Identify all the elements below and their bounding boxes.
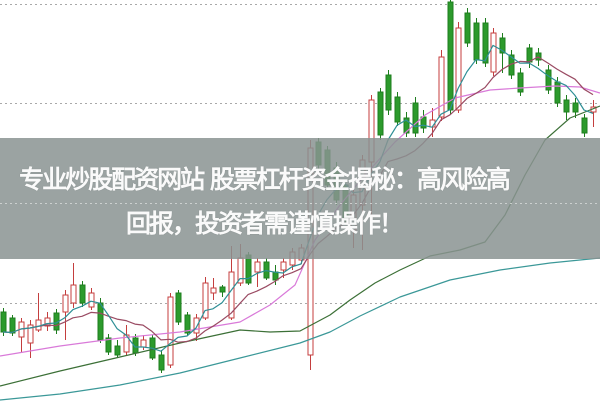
candle-up — [44, 317, 51, 327]
ma10-line — [2, 56, 594, 343]
candle-down — [572, 102, 579, 113]
candle-down — [394, 96, 401, 123]
candle-up — [490, 32, 497, 73]
candle-down — [412, 102, 419, 134]
candle-down — [97, 302, 104, 341]
banner-gridline-overlay — [0, 203, 600, 204]
candle-down — [482, 22, 489, 64]
candle-down — [545, 69, 552, 91]
candle-down — [385, 74, 392, 111]
candle-down — [105, 337, 112, 353]
candle-up — [202, 282, 209, 319]
candle-down — [535, 52, 542, 61]
candle-down — [581, 117, 588, 134]
candle-down — [175, 292, 182, 323]
candle-down — [403, 117, 410, 134]
ma60-line — [0, 257, 600, 401]
candle-up — [140, 339, 147, 348]
candle-up — [167, 296, 174, 366]
candle-up — [193, 317, 200, 334]
candle-up — [228, 271, 235, 319]
candle-down — [263, 261, 270, 279]
candle-down — [9, 317, 16, 334]
candle-up — [438, 56, 445, 118]
candle-up — [254, 261, 261, 273]
headline-text: 专业炒股配资网站 股票杠杆资金揭秘：高风险高 回报，投资者需谨慎操作！ — [0, 138, 528, 259]
candle-down — [377, 91, 384, 136]
candle-down — [473, 22, 480, 61]
candle-down — [554, 81, 561, 104]
candle-down — [0, 311, 7, 333]
candle-down — [79, 284, 86, 304]
headline-line-2: 回报，投资者需谨慎操作！ — [125, 209, 404, 238]
candle-down — [158, 354, 165, 371]
candle-down — [526, 47, 533, 63]
candle-up — [237, 257, 244, 284]
candle-up — [280, 261, 287, 271]
candle-up — [35, 319, 42, 331]
candle-up — [70, 284, 77, 304]
ma5-line — [2, 44, 594, 352]
candle-up — [455, 27, 462, 111]
candle-up — [62, 294, 69, 313]
candle-up — [88, 292, 95, 308]
candle-down — [517, 72, 524, 93]
candle-up — [210, 287, 217, 294]
candle-down — [563, 99, 570, 113]
candle-down — [499, 37, 506, 54]
candle-down — [447, 1, 454, 111]
headline-line-1: 专业炒股配资网站 股票杠杆资金揭秘：高风险高 — [19, 165, 511, 194]
candle-down — [184, 314, 191, 334]
candle-up — [27, 324, 34, 344]
candle-down — [114, 345, 121, 356]
candle-down — [272, 271, 279, 281]
headline-banner: 专业炒股配资网站 股票杠杆资金揭秘：高风险高 回报，投资者需谨慎操作！ — [0, 138, 600, 259]
candle-down — [219, 286, 226, 293]
candle-down — [464, 12, 471, 44]
